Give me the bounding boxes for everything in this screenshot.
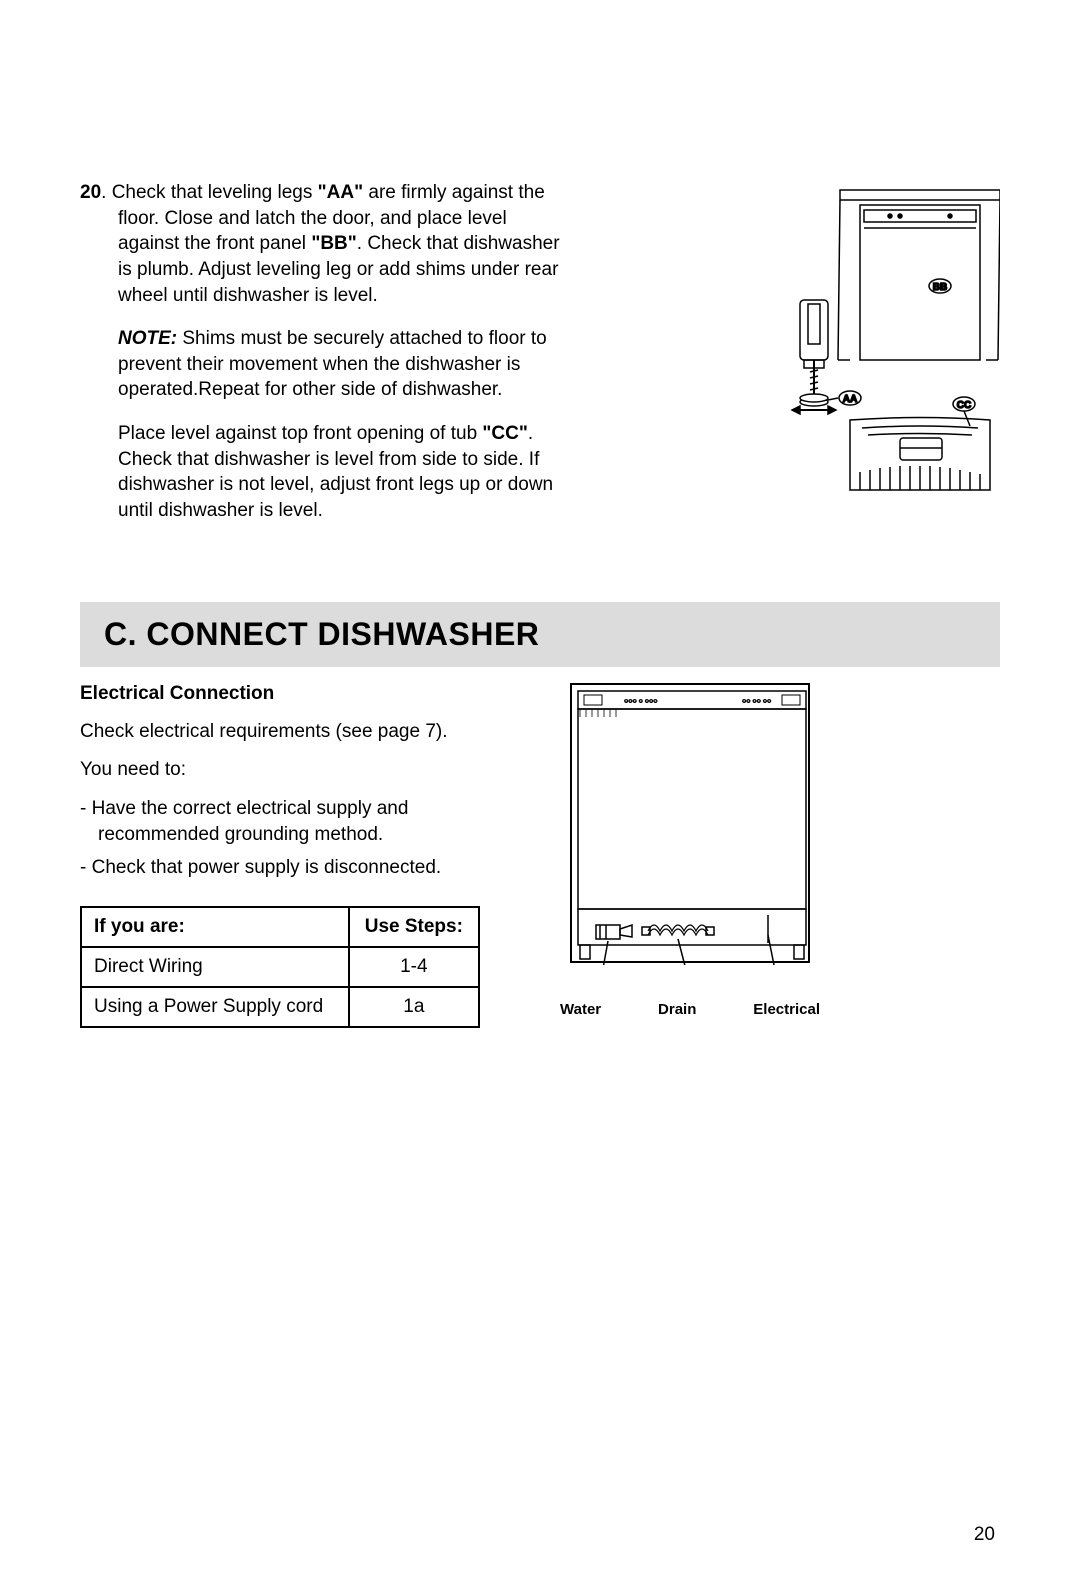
wiring-steps-table: If you are: Use Steps: Direct Wiring 1-4… xyxy=(80,906,480,1028)
section-c-left: Electrical Connection Check electrical r… xyxy=(80,683,520,1028)
table-cell: Using a Power Supply cord xyxy=(81,987,349,1027)
table-header-col2: Use Steps: xyxy=(349,907,479,947)
step-20-diagram-column: BB xyxy=(590,180,1000,542)
marker-cc-ref: "CC" xyxy=(482,423,527,444)
step-20-para2: Place level against top front opening of… xyxy=(80,421,570,524)
electrical-bullets: - Have the correct electrical supply and… xyxy=(80,796,520,882)
page-number: 20 xyxy=(974,1524,995,1546)
step-text-1: . Check that leveling legs xyxy=(101,182,318,203)
label-electrical: Electrical xyxy=(753,1001,820,1018)
marker-aa-ref: "AA" xyxy=(318,182,363,203)
leveling-diagram: BB xyxy=(780,180,1000,500)
leveling-diagram-svg: BB xyxy=(780,180,1000,500)
section-c-title: C. CONNECT DISHWASHER xyxy=(104,616,976,653)
label-water: Water xyxy=(560,1001,601,1018)
bullet-item: - Have the correct electrical supply and… xyxy=(80,796,520,849)
marker-bb-ref: "BB" xyxy=(311,233,356,254)
page-content: 20. Check that leveling legs "AA" are fi… xyxy=(0,0,1080,1596)
step-20-main: 20. Check that leveling legs "AA" are fi… xyxy=(80,180,570,308)
note-label: NOTE: xyxy=(118,328,177,349)
table-header-row: If you are: Use Steps: xyxy=(81,907,479,947)
step-20-note: NOTE: Shims must be securely attached to… xyxy=(80,326,570,403)
svg-text:○○ ○○ ○○: ○○ ○○ ○○ xyxy=(742,698,771,705)
step-number: 20 xyxy=(80,182,101,203)
label-drain: Drain xyxy=(658,1001,696,1018)
note-text: Shims must be securely attached to floor… xyxy=(118,328,547,400)
section-c-header: C. CONNECT DISHWASHER xyxy=(80,602,1000,667)
electrical-line2: You need to: xyxy=(80,757,520,784)
bullet-item: - Check that power supply is disconnecte… xyxy=(80,855,520,882)
step-20-text-column: 20. Check that leveling legs "AA" are fi… xyxy=(80,180,570,542)
svg-text:AA: AA xyxy=(843,394,857,405)
section-c-body: Electrical Connection Check electrical r… xyxy=(80,683,1000,1028)
svg-text:○○○ ○ ○○○: ○○○ ○ ○○○ xyxy=(624,698,658,705)
connections-diagram: ○○○ ○ ○○○ ○○ ○○ ○○ xyxy=(570,683,810,963)
connections-diagram-svg: ○○○ ○ ○○○ ○○ ○○ ○○ xyxy=(572,685,812,965)
section-c-right: ○○○ ○ ○○○ ○○ ○○ ○○ xyxy=(550,683,1000,1028)
table-header-col1: If you are: xyxy=(81,907,349,947)
table-cell: 1a xyxy=(349,987,479,1027)
table-row: Direct Wiring 1-4 xyxy=(81,947,479,987)
electrical-line1: Check electrical requirements (see page … xyxy=(80,719,520,746)
table-row: Using a Power Supply cord 1a xyxy=(81,987,479,1027)
table-cell: Direct Wiring xyxy=(81,947,349,987)
svg-text:CC: CC xyxy=(957,400,971,411)
connections-labels: Water Drain Electrical xyxy=(560,1001,820,1018)
electrical-subheading: Electrical Connection xyxy=(80,683,520,705)
step-20-section: 20. Check that leveling legs "AA" are fi… xyxy=(80,180,1000,542)
svg-text:BB: BB xyxy=(933,282,947,293)
para2-pre: Place level against top front opening of… xyxy=(118,423,482,444)
table-cell: 1-4 xyxy=(349,947,479,987)
